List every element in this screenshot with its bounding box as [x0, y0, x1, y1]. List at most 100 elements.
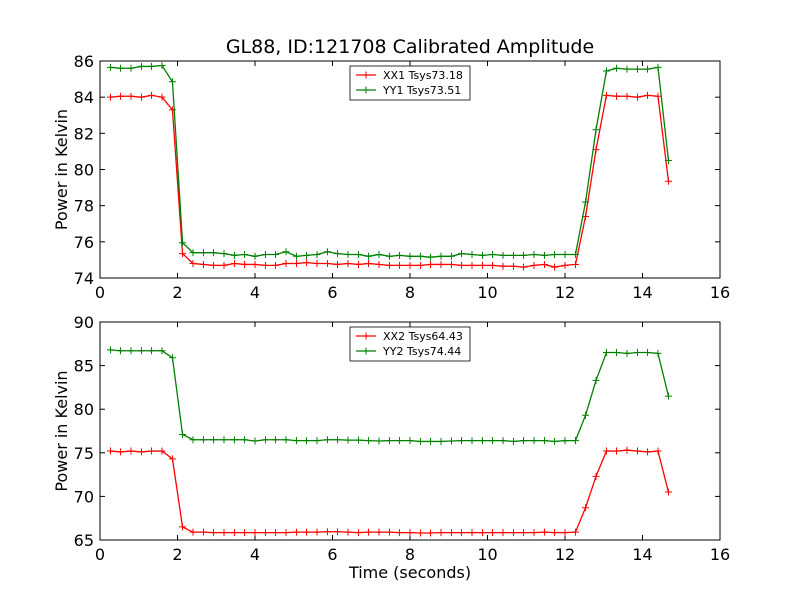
- data-point-marker: [199, 528, 207, 536]
- data-point-marker: [571, 437, 579, 445]
- data-point-marker: [468, 250, 476, 258]
- data-point-marker: [561, 529, 569, 537]
- data-point-marker: [334, 260, 342, 268]
- data-point-marker: [551, 529, 559, 537]
- y-axis-label: Power in Kelvin: [52, 370, 71, 491]
- data-point-marker: [241, 529, 249, 537]
- data-point-marker: [489, 261, 497, 269]
- data-point-marker: [654, 349, 662, 357]
- data-point-marker: [158, 347, 166, 355]
- y-tick-label: 90: [74, 313, 94, 332]
- data-point-marker: [127, 447, 135, 455]
- data-point-marker: [458, 261, 466, 269]
- y-tick-label: 70: [74, 487, 94, 506]
- data-point-marker: [551, 250, 559, 258]
- data-point-marker: [561, 437, 569, 445]
- data-point-marker: [148, 62, 156, 70]
- y-tick-label: 85: [74, 357, 94, 376]
- y-tick-label: 65: [74, 531, 94, 550]
- data-point-marker: [189, 528, 197, 536]
- data-point-marker: [530, 261, 538, 269]
- data-point-marker: [106, 346, 114, 354]
- data-point-marker: [664, 392, 672, 400]
- data-point-marker: [230, 529, 238, 537]
- data-point-marker: [406, 529, 414, 537]
- data-point-marker: [644, 349, 652, 357]
- x-tick-label: 14: [632, 283, 652, 302]
- data-point-marker: [633, 65, 641, 73]
- data-point-marker: [334, 528, 342, 536]
- x-tick-label: 16: [710, 283, 730, 302]
- data-point-marker: [354, 529, 362, 537]
- data-point-marker: [468, 529, 476, 537]
- data-point-marker: [437, 260, 445, 268]
- data-point-marker: [509, 262, 517, 270]
- data-point-marker: [654, 447, 662, 455]
- series-xx1: [106, 91, 672, 271]
- data-point-marker: [210, 529, 218, 537]
- data-point-marker: [509, 251, 517, 259]
- x-tick-label: 10: [477, 545, 497, 564]
- data-point-marker: [189, 436, 197, 444]
- data-point-marker: [396, 251, 404, 259]
- data-point-marker: [478, 251, 486, 259]
- data-point-marker: [396, 437, 404, 445]
- data-point-marker: [499, 529, 507, 537]
- data-point-marker: [427, 253, 435, 261]
- data-point-marker: [230, 260, 238, 268]
- data-point-marker: [416, 252, 424, 260]
- x-tick-label: 4: [250, 283, 260, 302]
- data-point-marker: [292, 437, 300, 445]
- data-point-marker: [148, 347, 156, 355]
- data-point-marker: [199, 260, 207, 268]
- data-point-marker: [210, 261, 218, 269]
- data-point-marker: [499, 251, 507, 259]
- y-tick-label: 74: [74, 269, 94, 288]
- data-point-marker: [251, 529, 259, 537]
- y-tick-label: 86: [74, 52, 94, 71]
- data-point-marker: [592, 126, 600, 134]
- data-point-marker: [241, 260, 249, 268]
- data-point-marker: [344, 250, 352, 258]
- data-point-marker: [106, 447, 114, 455]
- data-point-marker: [117, 92, 125, 100]
- x-tick-label: 12: [555, 283, 575, 302]
- data-point-marker: [272, 261, 280, 269]
- y-tick-label: 78: [74, 197, 94, 216]
- data-point-marker: [106, 63, 114, 71]
- data-point-marker: [189, 249, 197, 257]
- data-point-marker: [613, 447, 621, 455]
- data-point-marker: [427, 260, 435, 268]
- data-point-marker: [561, 261, 569, 269]
- data-point-marker: [127, 347, 135, 355]
- data-point-marker: [509, 437, 517, 445]
- data-point-marker: [623, 349, 631, 357]
- data-point-marker: [416, 437, 424, 445]
- figure-title: GL88, ID:121708 Calibrated Amplitude: [226, 36, 594, 58]
- data-point-marker: [592, 376, 600, 384]
- data-point-marker: [313, 250, 321, 258]
- x-tick-label: 6: [327, 283, 337, 302]
- data-point-marker: [313, 528, 321, 536]
- data-point-marker: [644, 91, 652, 99]
- data-point-marker: [365, 252, 373, 260]
- data-point-marker: [437, 529, 445, 537]
- data-point-marker: [489, 529, 497, 537]
- data-point-marker: [251, 252, 259, 260]
- data-point-marker: [520, 529, 528, 537]
- data-point-marker: [272, 250, 280, 258]
- data-point-marker: [654, 92, 662, 100]
- data-point-marker: [458, 529, 466, 537]
- data-point-marker: [396, 261, 404, 269]
- y-tick-label: 75: [74, 444, 94, 463]
- data-point-marker: [354, 250, 362, 258]
- data-point-marker: [613, 92, 621, 100]
- data-point-marker: [158, 93, 166, 101]
- data-point-marker: [375, 260, 383, 268]
- legend-entry: YY1 Tsys73.51: [382, 84, 461, 97]
- data-point-marker: [396, 529, 404, 537]
- data-point-marker: [416, 529, 424, 537]
- data-point-marker: [427, 437, 435, 445]
- data-point-marker: [117, 448, 125, 456]
